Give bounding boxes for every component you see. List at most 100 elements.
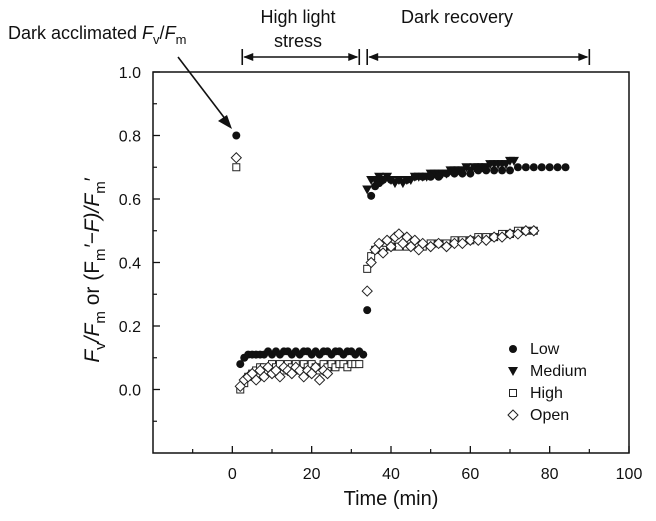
legend-label-high: High [530,385,563,402]
point-low [367,191,376,200]
point-low [379,175,388,184]
point-high [232,163,241,172]
point-open [385,240,397,253]
point-low [442,169,451,178]
point-open [488,231,500,243]
span-high-light-arrow-left [243,53,254,61]
point-low [410,172,419,181]
point-open [512,228,524,240]
point-open [258,371,270,383]
point-open [361,285,373,297]
point-low [434,172,443,181]
legend-marker-open [507,409,519,421]
y-tick-label: 1.0 [119,65,141,82]
y-tick-label: 0.6 [119,192,141,209]
point-low [521,163,530,172]
x-axis-ticks: 0 20 40 60 80 100 [192,446,643,483]
point-low [402,175,411,184]
point-open [528,225,540,237]
point-open [432,237,445,250]
y-tick-label: 0.4 [119,256,141,273]
point-high [355,360,364,369]
legend-label-low: Low [530,341,560,358]
point-low [387,175,395,184]
point-open [409,234,421,246]
annotation-dark-acclimated: Dark acclimated Fv/Fm [8,23,186,47]
annotation-dark-recovery: Dark recovery [401,7,513,27]
point-low [529,163,538,172]
point-open [230,152,243,164]
legend-marker-high [509,389,517,397]
point-low [545,163,554,172]
legend-marker-medium [508,367,518,376]
legend-marker-low [509,345,517,353]
legend-label-open: Open [530,407,569,424]
point-open [424,240,437,253]
point-open [309,361,322,373]
point-open [274,371,286,383]
point-low [359,350,368,359]
x-tick-label: 40 [382,466,400,483]
annotation-high-light-line1: High light [260,7,335,27]
point-open [393,228,405,240]
x-tick-label: 60 [461,466,479,483]
data-points [230,131,570,394]
x-tick-label: 80 [541,466,559,483]
point-open [456,237,469,250]
legend-label-medium: Medium [530,363,587,380]
point-open [504,228,516,240]
point-low [482,166,491,175]
span-high-light-arrow-right [348,53,359,61]
point-low [466,169,475,178]
point-low [498,166,507,175]
point-low [490,166,499,175]
annotation-arrow-line [177,56,227,121]
point-open [472,234,484,246]
annotation-spans [241,49,591,65]
y-tick-label: 0.8 [119,129,141,146]
x-axis-label: Time (min) [344,488,439,510]
point-open [313,374,326,386]
point-medium [508,156,519,166]
point-low [450,169,459,178]
point-open [464,234,477,246]
point-low [458,169,467,178]
point-open [321,367,334,380]
span-dark-recovery-arrow-right [578,53,589,61]
x-tick-label: 100 [616,466,643,483]
point-low [426,172,435,181]
annotation-high-light-line2: stress [274,31,322,51]
point-low [474,166,483,175]
point-low [418,172,427,181]
legend: Low Medium High Open [507,341,587,424]
point-open [520,225,532,237]
point-low [513,163,522,172]
y-axis-label: Fv/Fm or (Fm′−F)/Fm′ [81,177,109,362]
span-dark-recovery-arrow-left [368,53,379,61]
point-medium [362,185,373,195]
point-low [236,360,245,369]
point-low [232,131,241,140]
y-tick-label: 0.2 [119,319,141,336]
point-low [506,166,514,175]
point-open [448,237,461,250]
point-high [363,264,372,273]
point-low [561,163,570,172]
y-axis-ticks: 0.0 0.2 0.4 0.6 0.8 1.0 [119,65,160,422]
point-open [401,231,413,243]
point-open [496,231,508,243]
point-open [373,237,385,250]
point-open [417,237,429,250]
x-tick-label: 20 [303,466,321,483]
point-open [440,240,453,253]
point-low [394,175,403,184]
point-open [250,374,262,386]
point-open [480,234,492,246]
point-low [537,163,546,172]
point-open [377,247,389,259]
point-low [553,163,562,172]
annotation-arrow-head [218,115,232,129]
y-tick-label: 0.0 [119,383,141,400]
point-open [365,256,377,269]
